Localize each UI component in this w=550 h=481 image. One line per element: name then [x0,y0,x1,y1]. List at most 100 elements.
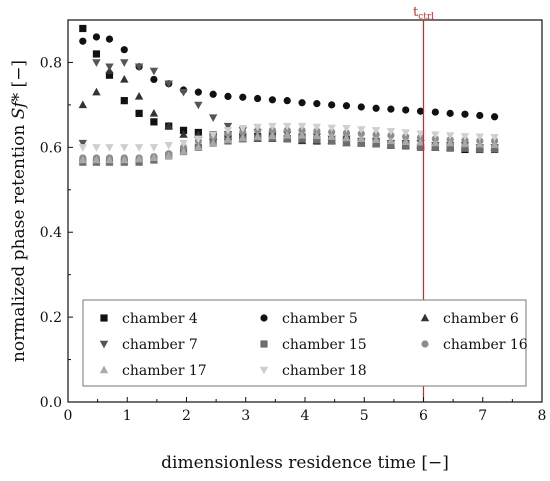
data-point-s7-18 [342,125,351,133]
data-point-s7-10 [223,127,233,135]
data-point-s7-5 [149,144,159,152]
x-tick-label-4: 4 [301,408,310,424]
data-point-s0-5 [150,118,158,126]
data-point-s1-14 [283,97,291,105]
data-point-s1-5 [150,75,158,84]
data-point-s2-6 [164,121,173,130]
data-point-s6-0 [78,155,88,164]
data-point-s6-23 [416,137,425,146]
data-point-s3-1 [92,59,101,67]
data-point-s7-17 [327,124,336,133]
data-point-s5-18 [342,129,351,137]
data-point-s4-14 [283,135,291,143]
data-point-s6-16 [312,131,322,140]
data-point-s1-2 [105,35,114,43]
legend-box [82,299,527,387]
legend-label-6: chamber 17 [122,363,207,379]
data-point-s6-19 [357,134,366,143]
data-point-s3-8 [194,101,203,110]
data-point-s7-14 [283,122,292,131]
data-point-s7-0 [78,144,88,152]
data-point-s4-27 [476,145,484,153]
data-point-s7-7 [179,139,188,148]
data-point-s1-28 [491,113,499,121]
y-tick-label-4: 0.8 [40,55,62,71]
data-point-s7-8 [194,135,203,144]
data-point-s6-20 [371,135,381,143]
data-point-s2-3 [120,75,129,83]
data-point-s1-3 [120,46,128,54]
data-point-s1-0 [79,37,87,45]
data-point-s7-11 [238,125,247,133]
legend: chamber 4 chamber 5 chamber 6 chamber 7 cham… [82,299,528,387]
y-tick-label-0: 0.0 [40,395,62,411]
data-point-s0-0 [79,24,87,33]
legend-marker-7 [259,366,269,375]
data-point-s3-5 [149,67,159,76]
data-point-s4-24 [431,143,439,151]
legend-label-7: chamber 18 [282,363,367,379]
data-point-s1-24 [431,108,439,116]
data-point-s6-26 [460,139,470,148]
data-point-s0-1 [92,50,101,58]
data-point-s6-14 [283,131,292,139]
x-axis-title: dimensionless residence time [−] [161,453,449,473]
data-point-s6-10 [223,135,233,143]
data-point-s6-11 [238,133,247,142]
data-point-s2-7 [179,130,188,138]
data-point-s1-25 [446,109,454,117]
x-tick-label-7: 7 [478,408,487,424]
data-point-s7-27 [475,133,484,142]
data-point-s6-9 [208,138,218,147]
legend-label-0: chamber 4 [122,311,198,327]
data-point-s6-3 [120,155,129,164]
legend-label-5: chamber 16 [443,337,528,353]
data-point-s0-3 [120,97,128,105]
data-point-s6-1 [92,155,101,164]
data-point-s1-16 [313,100,321,108]
data-point-s4-19 [357,139,365,147]
data-point-s6-18 [342,133,351,142]
data-point-s3-9 [208,114,218,123]
data-point-s4-21 [387,141,395,149]
legend-marker-0 [100,314,108,322]
data-point-s7-25 [445,132,455,140]
legend-marker-3 [99,340,109,349]
y-tick-label-1: 0.2 [40,310,62,326]
data-point-s1-21 [387,105,395,113]
data-point-s3-0 [78,139,88,148]
x-tick-label-2: 2 [182,408,191,424]
x-tick-label-1: 1 [123,408,132,424]
data-point-s1-10 [224,92,232,100]
data-point-s3-2 [105,63,114,72]
data-point-s7-1 [92,144,101,152]
data-point-s7-2 [105,144,114,152]
data-point-s7-20 [371,127,381,135]
legend-marker-2 [420,313,430,322]
data-point-s1-19 [357,103,365,111]
data-point-s1-8 [194,88,202,96]
data-points [78,24,499,166]
data-point-s4-15 [298,135,306,143]
legend-label-2: chamber 6 [443,311,519,327]
y-tick-label-3: 0.6 [40,140,62,156]
data-point-s3-6 [164,80,173,89]
data-point-s6-25 [445,138,455,147]
data-point-s7-9 [208,131,218,139]
data-point-s1-12 [254,94,262,103]
data-point-s2-0 [78,100,88,109]
data-point-s6-5 [149,153,159,162]
data-point-s1-11 [239,93,247,101]
legend-label-4: chamber 15 [282,337,367,353]
data-point-s4-22 [402,142,410,150]
data-point-s4-16 [313,136,321,144]
data-point-s7-26 [460,133,470,141]
legend-label-3: chamber 7 [122,337,198,353]
data-point-s1-27 [476,111,484,120]
data-point-s6-22 [401,137,410,146]
x-tick-label-0: 0 [64,408,73,424]
legend-marker-1 [260,314,268,322]
data-point-s3-10 [223,122,233,131]
